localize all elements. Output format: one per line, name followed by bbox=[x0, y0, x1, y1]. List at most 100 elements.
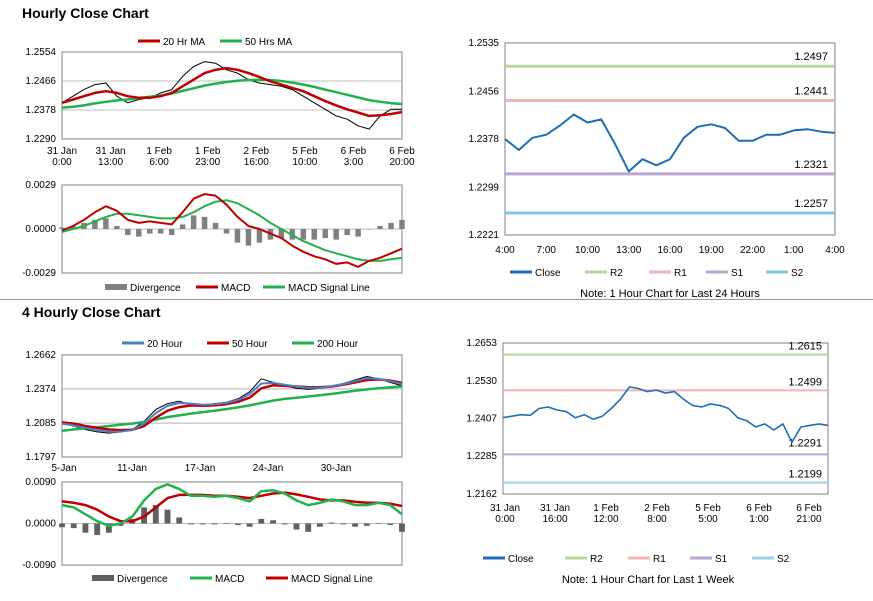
four-hourly-levels-x-tick-3: 2 Feb 8:00 bbox=[644, 503, 670, 525]
four-hourly-divergence-bar-8 bbox=[152, 505, 159, 524]
four-hourly-divergence-bar-12 bbox=[199, 523, 206, 525]
hourly-divergence-bar-11 bbox=[179, 224, 186, 229]
hourly-ma-y-tick-0: 1.2554 bbox=[25, 47, 56, 58]
four-hourly-divergence-bar-1 bbox=[70, 523, 77, 529]
hourly-ma-x-tick-0: 31 Jan 0:00 bbox=[47, 146, 77, 168]
hourly-divergence-bar-12 bbox=[190, 215, 197, 229]
four-hourly-levels-y-tick-4: 1.2162 bbox=[466, 489, 497, 500]
hourly-divergence-bar-7 bbox=[136, 229, 142, 237]
hourly-divergence-bar-31 bbox=[399, 219, 405, 229]
four-hourly-levels-y-tick-3: 1.2285 bbox=[466, 451, 497, 462]
hourly-levels-frame bbox=[504, 42, 836, 236]
hourly-divergence-bar-18 bbox=[256, 229, 263, 243]
four-hourly-ma50-line bbox=[61, 378, 403, 432]
four-hourly-levels-legend-s2: S2 bbox=[777, 554, 790, 565]
four-hourly-close-series bbox=[502, 386, 829, 444]
four-hourly-divergence-bar-14 bbox=[223, 523, 230, 524]
hourly-divergence-bar-15 bbox=[223, 229, 230, 234]
hourly-ma-y-tick-2: 1.2378 bbox=[25, 105, 56, 116]
four-hourly-divergence-bar-27 bbox=[375, 523, 382, 524]
hourly-divergence-bar-10 bbox=[168, 229, 175, 236]
four-hourly-ma-y-tick-1: 1.2374 bbox=[25, 384, 56, 395]
hourly-divergence-bar-29 bbox=[377, 225, 383, 229]
four-hourly-legend-200h: 200 Hour bbox=[317, 339, 359, 350]
four-hourly-macd-y-tick-2: -0.0090 bbox=[22, 560, 56, 571]
four-hourly-levels-x-tick-5: 6 Feb 1:00 bbox=[746, 503, 772, 525]
four-hourly-divergence-bar-25 bbox=[352, 523, 359, 527]
hourly-ma-y-tick-1: 1.2466 bbox=[25, 76, 56, 87]
hourly-divergence-bar-26 bbox=[344, 229, 350, 236]
hourly-levels-x-tick-7: 1:00 bbox=[784, 245, 804, 256]
four-hourly-ma-x-tick-0: 5-Jan bbox=[51, 463, 76, 474]
four-hourly-levels-frame bbox=[502, 342, 829, 495]
hourly-macd-y-tick-1: 0.0000 bbox=[25, 224, 56, 235]
hourly-divergence-bar-8 bbox=[147, 229, 153, 234]
four-hourly-ma-y-tick-0: 1.2662 bbox=[25, 350, 56, 361]
four-hourly-level-r1-label: 1.2499 bbox=[788, 376, 822, 388]
hourly-level-s2-label: 1.2257 bbox=[794, 198, 828, 210]
four-hourly-legend-50h: 50 Hour bbox=[232, 339, 268, 350]
hourly-section-title: Hourly Close Chart bbox=[22, 5, 149, 21]
hourly-ma-x-tick-4: 2 Feb 16:00 bbox=[243, 146, 269, 168]
hourly-macd-legend-divergence-swatch bbox=[105, 284, 127, 290]
four-hourly-ma-x-tick-2: 17-Jan bbox=[185, 463, 216, 474]
four-hourly-divergence-bar-17 bbox=[258, 518, 265, 524]
four-hourly-divergence-bar-10 bbox=[176, 517, 183, 524]
four-hourly-ma-x-tick-3: 24-Jan bbox=[253, 463, 284, 474]
hourly-divergence-bar-16 bbox=[234, 229, 241, 243]
hourly-levels-x-tick-6: 22:00 bbox=[740, 245, 765, 256]
hourly-divergence-bar-17 bbox=[245, 229, 252, 246]
hourly-divergence-bar-28 bbox=[366, 229, 372, 230]
four-hourly-ma-frame bbox=[61, 354, 403, 458]
hourly-ma-x-tick-6: 6 Feb 3:00 bbox=[341, 146, 367, 168]
hourly-macd-legend-macd: MACD bbox=[221, 283, 250, 294]
hourly-levels-y-tick-1: 1.2456 bbox=[468, 86, 499, 97]
four-hourly-macd-legend-divergence: Divergence bbox=[117, 574, 168, 585]
hourly-divergence-bar-4 bbox=[103, 218, 109, 229]
four-hourly-divergence-bar-26 bbox=[363, 523, 370, 526]
hourly-signal-line bbox=[61, 199, 403, 262]
hourly-ma-x-tick-3: 1 Feb 23:00 bbox=[195, 146, 221, 168]
hourly-ma-x-tick-5: 5 Feb 10:00 bbox=[292, 146, 318, 168]
hourly-levels-y-tick-3: 1.2299 bbox=[468, 182, 499, 193]
four-hourly-divergence-bar-0 bbox=[59, 523, 65, 528]
four-hourly-divergence-bar-24 bbox=[340, 523, 347, 525]
four-hourly-divergence-bar-18 bbox=[270, 520, 276, 524]
hourly-levels-x-tick-0: 4:00 bbox=[495, 245, 515, 256]
hourly-ma-x-tick-1: 31 Jan 13:00 bbox=[96, 146, 126, 168]
hourly-levels-legend-s2: S2 bbox=[791, 268, 804, 279]
four-hourly-divergence-bar-19 bbox=[281, 523, 288, 525]
hourly-ma50-line bbox=[61, 78, 403, 109]
four-hourly-levels-x-tick-1: 31 Jan 16:00 bbox=[540, 503, 570, 525]
hourly-levels-x-tick-3: 13:00 bbox=[616, 245, 641, 256]
four-hourly-levels-x-tick-4: 5 Feb 5:00 bbox=[695, 503, 721, 525]
hourly-legend-20hr: 20 Hr MA bbox=[163, 37, 206, 48]
hourly-levels-x-tick-2: 10:00 bbox=[575, 245, 600, 256]
hourly-levels-x-tick-4: 16:00 bbox=[657, 245, 682, 256]
four-hourly-levels-x-tick-2: 1 Feb 12:00 bbox=[593, 503, 619, 525]
hourly-divergence-bar-30 bbox=[388, 222, 394, 229]
hourly-divergence-bar-25 bbox=[333, 229, 339, 240]
four-hourly-macd-y-tick-1: 0.0000 bbox=[25, 519, 56, 530]
hourly-levels-y-tick-0: 1.2535 bbox=[468, 38, 499, 49]
four-hourly-levels-x-tick-0: 31 Jan 0:00 bbox=[490, 503, 520, 525]
hourly-level-s1-label: 1.2321 bbox=[794, 159, 828, 171]
four-hourly-ma-x-tick-1: 11-Jan bbox=[117, 463, 147, 474]
four-hourly-divergence-bar-22 bbox=[317, 523, 323, 527]
four-hourly-divergence-bar-29 bbox=[399, 523, 405, 532]
hourly-levels-y-tick-2: 1.2378 bbox=[468, 134, 499, 145]
hourly-divergence-bar-9 bbox=[157, 229, 164, 234]
hourly-level-r1-label: 1.2441 bbox=[794, 85, 828, 97]
four-hourly-ma20-line bbox=[61, 377, 403, 433]
four-hourly-divergence-bar-3 bbox=[94, 523, 101, 536]
four-hourly-macd-legend-divergence-swatch bbox=[92, 575, 114, 581]
hourly-levels-legend-close: Close bbox=[535, 268, 561, 279]
four-hourly-ma-y-tick-3: 1.1797 bbox=[25, 452, 56, 463]
four-hourly-ma200-line bbox=[61, 385, 403, 432]
hourly-divergence-bar-0 bbox=[59, 227, 65, 229]
four-hourly-levels-y-tick-1: 1.2530 bbox=[466, 376, 497, 387]
hourly-levels-legend-s1: S1 bbox=[731, 268, 744, 279]
four-hourly-divergence-bar-11 bbox=[188, 523, 194, 525]
four-hourly-divergence-bar-13 bbox=[211, 523, 218, 525]
